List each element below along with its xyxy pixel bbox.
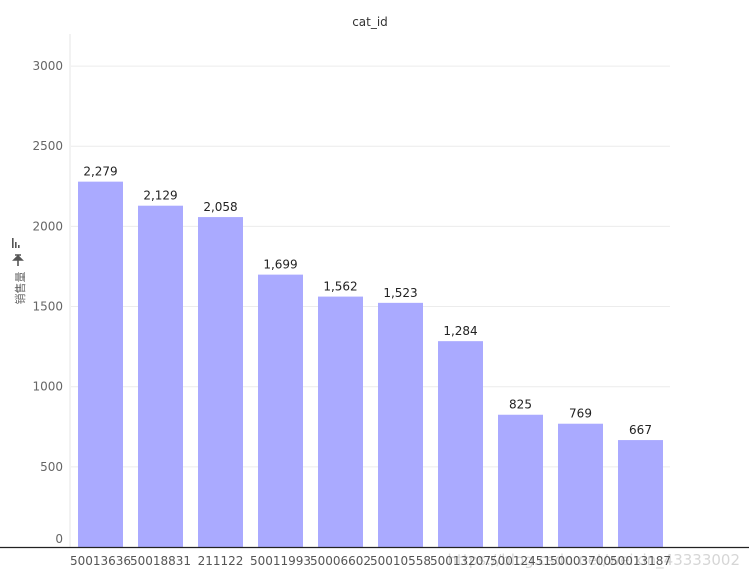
bar-50006602[interactable] — [318, 296, 363, 547]
data-label: 769 — [569, 407, 592, 421]
y-tick-label: 3000 — [32, 59, 63, 73]
y-tick-label: 2000 — [32, 219, 63, 233]
x-tick-label: 50013207 — [430, 554, 491, 568]
bar-50013636[interactable] — [78, 181, 123, 547]
x-tick-label: 50010558 — [370, 554, 431, 568]
sort-icon-bar-2 — [15, 242, 17, 248]
x-tick-label: 50012451 — [490, 554, 551, 568]
y-axis-title: 销售量 — [12, 238, 27, 305]
chart-title: cat_id — [352, 15, 388, 29]
x-tick-label: 50006602 — [310, 554, 371, 568]
data-label: 2,279 — [83, 165, 117, 179]
bar-50018831[interactable] — [138, 205, 183, 547]
bars — [78, 181, 663, 547]
y-tick-label: 2500 — [32, 139, 63, 153]
data-label: 667 — [629, 423, 652, 437]
bar-50012451[interactable] — [498, 414, 543, 547]
data-label: 2,058 — [203, 200, 237, 214]
x-tick-label: 50013187 — [610, 554, 671, 568]
y-tick-label: 1500 — [32, 300, 63, 314]
y-axis-ticks: 0 500 1000 1500 2000 2500 3000 — [32, 59, 63, 546]
bar-50003700[interactable] — [558, 423, 603, 547]
data-label: 1,699 — [263, 258, 297, 272]
data-label: 2,129 — [143, 189, 177, 203]
y-tick-label: 500 — [40, 460, 63, 474]
pin-icon[interactable] — [12, 254, 24, 266]
bar-50010558[interactable] — [378, 302, 423, 547]
bar-50013187[interactable] — [618, 440, 663, 547]
bar-50013207[interactable] — [438, 341, 483, 547]
x-tick-label: 50018831 — [130, 554, 191, 568]
data-labels: 2,279 2,129 2,058 1,699 1,562 1,523 1,284 825 76… — [83, 165, 652, 437]
data-label: 1,284 — [443, 324, 477, 338]
x-tick-label: 211122 — [198, 554, 244, 568]
sort-icon-bar-1 — [12, 238, 14, 248]
bar-50011993[interactable] — [258, 274, 303, 547]
x-tick-label: 50011993 — [250, 554, 311, 568]
sort-icon-bar-3 — [18, 245, 20, 248]
x-tick-label: 50013636 — [70, 554, 131, 568]
data-label: 1,562 — [323, 280, 357, 294]
y-tick-label: 0 — [55, 532, 63, 546]
data-label: 1,523 — [383, 286, 417, 300]
watermark-text: https://blog.csdn.net/weixin_43333002 — [447, 551, 740, 570]
data-label: 825 — [509, 398, 532, 412]
y-axis-label: 销售量 — [13, 272, 27, 305]
bar-211122[interactable] — [198, 217, 243, 547]
x-tick-label: 50003700 — [550, 554, 611, 568]
y-tick-label: 1000 — [32, 380, 63, 394]
